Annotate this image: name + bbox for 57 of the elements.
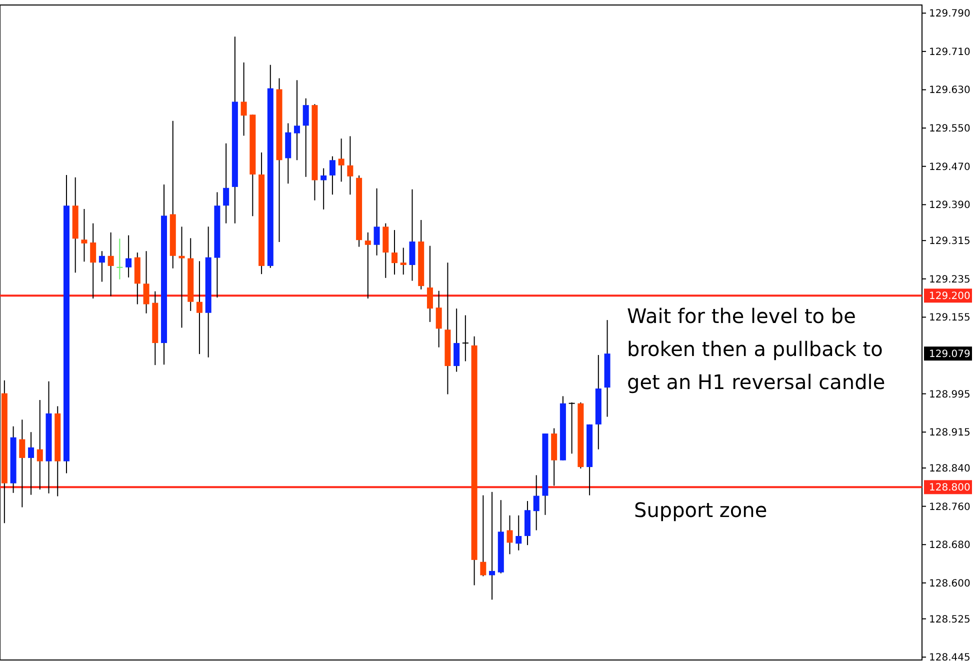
candlestick [81, 208, 88, 262]
candlestick [338, 138, 344, 182]
candlestick [533, 474, 540, 531]
y-tick-label: 129.630 [929, 85, 970, 96]
candlestick [302, 98, 309, 178]
y-tick-label: 128.995 [929, 389, 970, 400]
y-tick-label: 129.235 [929, 274, 970, 286]
candlestick [178, 226, 185, 328]
candlestick [294, 80, 300, 161]
annotation: Wait for the level to be broken then a pullback to get an H1 reversal candle [627, 304, 886, 394]
y-tick-label: 129.790 [929, 8, 970, 20]
candlestick [516, 514, 522, 551]
candlestick [223, 142, 230, 224]
candlestick [240, 62, 247, 136]
candlestick [489, 491, 496, 600]
candlestick [364, 232, 371, 300]
ref-line-label: 129.200 [929, 291, 970, 302]
candlestick [347, 136, 354, 196]
y-tick-label: 128.680 [929, 540, 970, 552]
text: 129.079 [929, 349, 970, 360]
y-tick-label: 128.525 [929, 614, 970, 626]
annotation: Support zone [634, 498, 768, 522]
y-tick-label: 128.600 [929, 578, 970, 590]
y-tick-label: 129.710 [929, 46, 970, 58]
candlestick [143, 250, 150, 314]
candlestick [400, 247, 406, 276]
candlestick [116, 238, 123, 280]
candlestick [506, 514, 513, 555]
y-tick-label: 128.840 [929, 464, 970, 474]
candlestick [426, 245, 433, 322]
y-tick-label: 129.470 [929, 162, 970, 173]
y-tick-label: 129.550 [929, 124, 970, 135]
candlestick [568, 402, 575, 454]
candlestick [462, 314, 468, 362]
candlestick [454, 308, 460, 372]
candlestick [28, 432, 34, 496]
y-tick-label: 128.760 [929, 502, 970, 513]
candlestick [436, 290, 442, 348]
candlestick [108, 232, 114, 297]
candlestick [36, 400, 43, 490]
y-tick-label: 129.390 [929, 200, 970, 212]
candlestick [19, 419, 26, 508]
candlestick [90, 222, 96, 300]
candlestick [374, 188, 380, 256]
candlestick [320, 168, 327, 210]
candlestick [480, 494, 486, 577]
candlestick [126, 234, 132, 278]
y-tick-label: 129.315 [929, 236, 970, 248]
candlestick [409, 188, 416, 282]
y-tick-label: 128.445 [929, 652, 970, 663]
y-tick-label: 129.155 [929, 312, 970, 324]
candlestick [98, 250, 105, 282]
ref-line-label: 128.800 [929, 482, 970, 494]
candlestick [392, 230, 398, 276]
candlestick [329, 156, 336, 196]
y-tick-label: 128.915 [929, 428, 970, 439]
candlestick [196, 260, 202, 355]
